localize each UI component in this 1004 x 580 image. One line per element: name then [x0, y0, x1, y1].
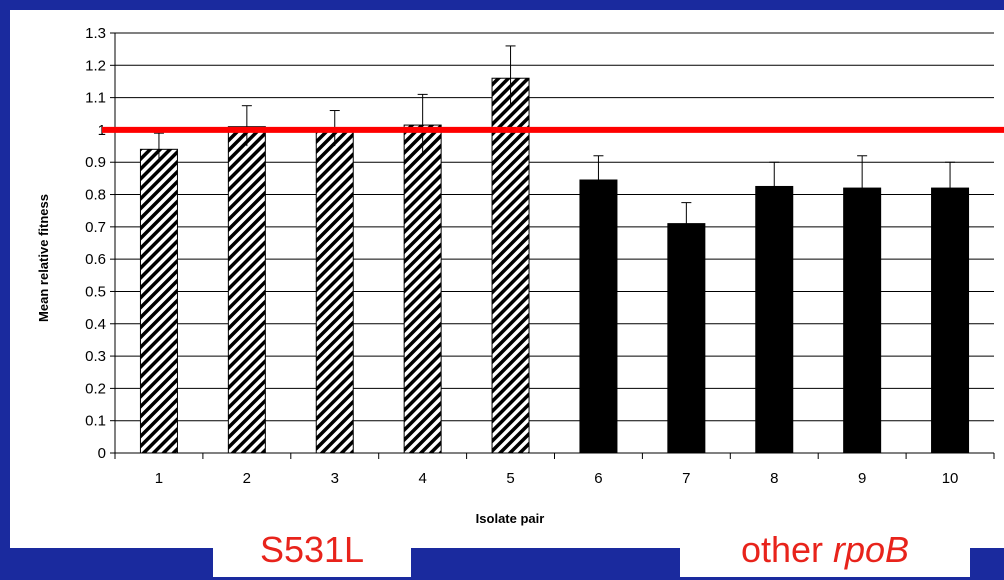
y-tick-label: 0.5	[85, 283, 106, 300]
x-tick-label: 10	[942, 470, 959, 487]
bars	[139, 45, 970, 454]
bar	[755, 185, 794, 454]
error-bar	[769, 161, 780, 187]
y-tick-label: 0.6	[85, 251, 106, 268]
bar	[491, 77, 530, 454]
axes	[110, 32, 995, 459]
error-bar	[681, 202, 692, 224]
bar	[843, 187, 882, 454]
x-axis-title: Isolate pair	[476, 511, 545, 526]
y-tick-label: 1.2	[85, 57, 106, 74]
tick-labels: 0 0.1 0.2 0.3 0.4 0.5 0.6 0.7 0.8 0.9 1 1.1 1.2 1.3 1 2…	[85, 25, 958, 487]
bar	[667, 223, 706, 454]
error-bar	[241, 105, 252, 147]
y-tick-label: 0	[98, 445, 106, 462]
x-tick-label: 8	[770, 470, 778, 487]
other-prefix: other	[740, 529, 833, 570]
x-tick-label: 1	[155, 470, 163, 487]
x-tick-label: 3	[331, 470, 339, 487]
bar	[315, 129, 354, 454]
x-tick-label: 9	[858, 470, 866, 487]
bar	[139, 148, 178, 454]
y-tick-label: 0.8	[85, 187, 106, 204]
bar	[579, 179, 618, 454]
error-bar	[593, 155, 604, 180]
chart-panel: 0 0.1 0.2 0.3 0.4 0.5 0.6 0.7 0.8 0.9 1 1.1 1.2 1.3 1 2…	[10, 10, 1004, 548]
error-bar	[857, 155, 868, 189]
y-tick-label: 0.4	[85, 316, 106, 333]
x-tick-label: 2	[243, 470, 251, 487]
error-bar	[945, 161, 956, 189]
bar-chart: 0 0.1 0.2 0.3 0.4 0.5 0.6 0.7 0.8 0.9 1 1.1 1.2 1.3 1 2…	[36, 25, 1004, 526]
y-tick-label: 1	[98, 122, 106, 139]
rpob-gene-name: rpoB	[833, 529, 910, 570]
y-tick-label: 0.3	[85, 348, 106, 365]
y-tick-label: 0.7	[85, 219, 106, 236]
error-bar	[417, 93, 428, 156]
bar	[227, 126, 266, 454]
other-rpob-group-label: other rpoB	[680, 520, 970, 577]
error-bar	[505, 45, 516, 108]
bar	[403, 124, 442, 454]
error-bar	[153, 132, 164, 163]
y-tick-label: 1.1	[85, 90, 106, 107]
y-tick-label: 1.3	[85, 25, 106, 42]
x-tick-label: 5	[506, 470, 514, 487]
x-tick-label: 6	[594, 470, 602, 487]
y-tick-label: 0.1	[85, 413, 106, 430]
s531l-group-label: S531L	[213, 520, 411, 577]
bar	[931, 187, 970, 454]
x-tick-label: 7	[682, 470, 690, 487]
x-tick-label: 4	[418, 470, 426, 487]
y-axis-title: Mean relative fitness	[36, 194, 51, 322]
y-tick-label: 0.2	[85, 380, 106, 397]
y-tick-label: 0.9	[85, 154, 106, 171]
